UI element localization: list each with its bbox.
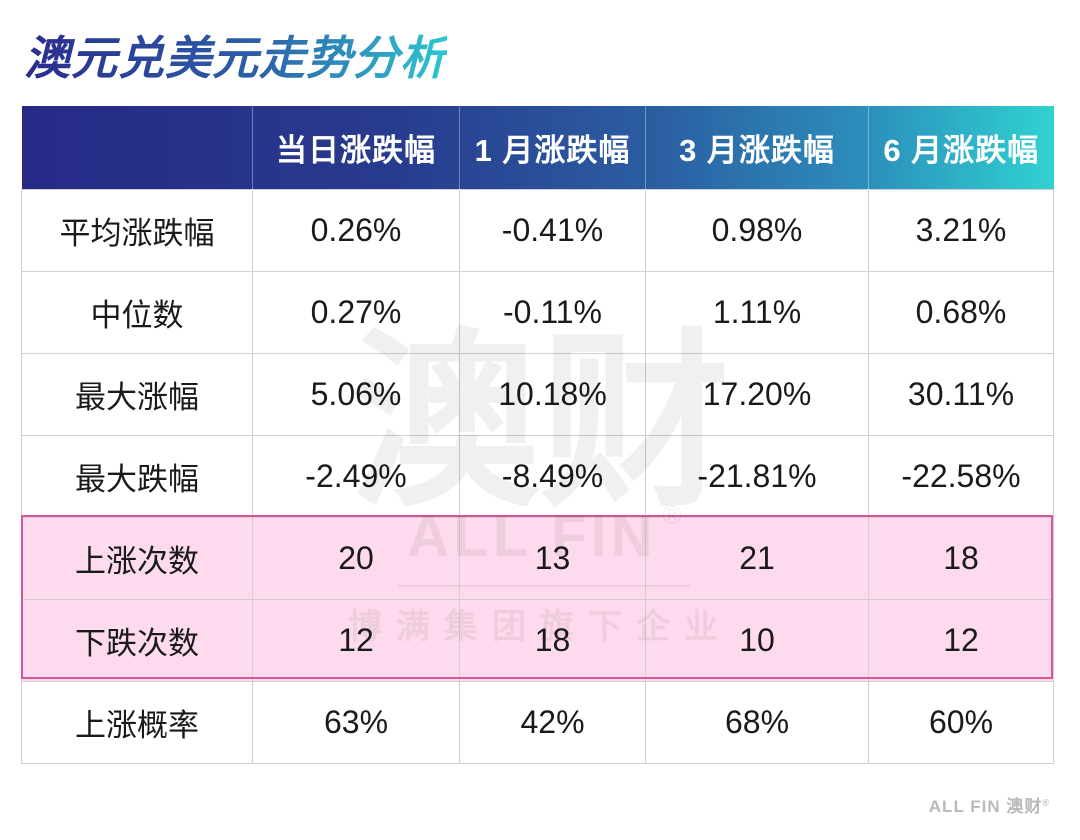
table-cell: 10: [645, 598, 869, 682]
table-cell: 0.27%: [252, 270, 460, 354]
table-cell: 12: [868, 598, 1054, 682]
table-row-average-change: 平均涨跌幅 0.26% -0.41% 0.98% 3.21%: [21, 188, 1054, 272]
table-cell: 20: [252, 516, 460, 600]
header-6-month-change: 6 月涨跌幅: [868, 106, 1054, 189]
table-cell: -0.41%: [459, 188, 646, 272]
table-cell: 5.06%: [252, 352, 460, 436]
table-cell: -0.11%: [459, 270, 646, 354]
table-cell: 13: [459, 516, 646, 600]
table-cell: -8.49%: [459, 434, 646, 518]
table-cell: 63%: [252, 680, 460, 764]
row-label: 中位数: [21, 270, 253, 354]
stats-table: 当日涨跌幅 1 月涨跌幅 3 月涨跌幅 6 月涨跌幅 平均涨跌幅 0.26% -…: [21, 106, 1054, 764]
footer-logo-text: ALL FIN 澳财: [928, 797, 1043, 816]
table-cell: 10.18%: [459, 352, 646, 436]
table-cell: -21.81%: [645, 434, 869, 518]
table-cell: -22.58%: [868, 434, 1054, 518]
table-cell: 1.11%: [645, 270, 869, 354]
header-corner-cell: [22, 106, 253, 189]
row-label: 平均涨跌幅: [21, 188, 253, 272]
footer-registered-mark: ®: [1042, 797, 1050, 808]
table-cell: 0.98%: [645, 188, 869, 272]
header-daily-change: 当日涨跌幅: [252, 106, 460, 189]
table-row-down-count: 下跌次数 12 18 10 12: [21, 598, 1054, 682]
row-label: 上涨次数: [21, 516, 253, 600]
table-cell: 18: [459, 598, 646, 682]
table-cell: 42%: [459, 680, 646, 764]
table-row-max-loss: 最大跌幅 -2.49% -8.49% -21.81% -22.58%: [21, 434, 1054, 518]
table-cell: 12: [252, 598, 460, 682]
table-cell: 3.21%: [868, 188, 1054, 272]
table-cell: -2.49%: [252, 434, 460, 518]
table-row-max-gain: 最大涨幅 5.06% 10.18% 17.20% 30.11%: [21, 352, 1054, 436]
row-label: 下跌次数: [21, 598, 253, 682]
table-cell: 60%: [868, 680, 1054, 764]
row-label: 上涨概率: [21, 680, 253, 764]
row-label: 最大跌幅: [21, 434, 253, 518]
table-cell: 30.11%: [868, 352, 1054, 436]
header-1-month-change: 1 月涨跌幅: [459, 106, 646, 189]
table-cell: 17.20%: [645, 352, 869, 436]
header-3-month-change: 3 月涨跌幅: [645, 106, 869, 189]
row-label: 最大涨幅: [21, 352, 253, 436]
table-row-up-probability: 上涨概率 63% 42% 68% 60%: [21, 680, 1054, 764]
page-title: 澳元兑美元走势分析: [24, 22, 447, 88]
table-cell: 21: [645, 516, 869, 600]
table-row-median: 中位数 0.27% -0.11% 1.11% 0.68%: [21, 270, 1054, 354]
table-header-row: 当日涨跌幅 1 月涨跌幅 3 月涨跌幅 6 月涨跌幅: [21, 106, 1054, 189]
table-cell: 0.68%: [868, 270, 1054, 354]
table-row-up-count: 上涨次数 20 13 21 18: [21, 516, 1054, 600]
table-cell: 18: [868, 516, 1054, 600]
table-cell: 68%: [645, 680, 869, 764]
table-cell: 0.26%: [252, 188, 460, 272]
stats-table-container: 当日涨跌幅 1 月涨跌幅 3 月涨跌幅 6 月涨跌幅 平均涨跌幅 0.26% -…: [21, 106, 1054, 764]
footer-brand-logo: ALL FIN 澳财®: [929, 792, 1050, 817]
